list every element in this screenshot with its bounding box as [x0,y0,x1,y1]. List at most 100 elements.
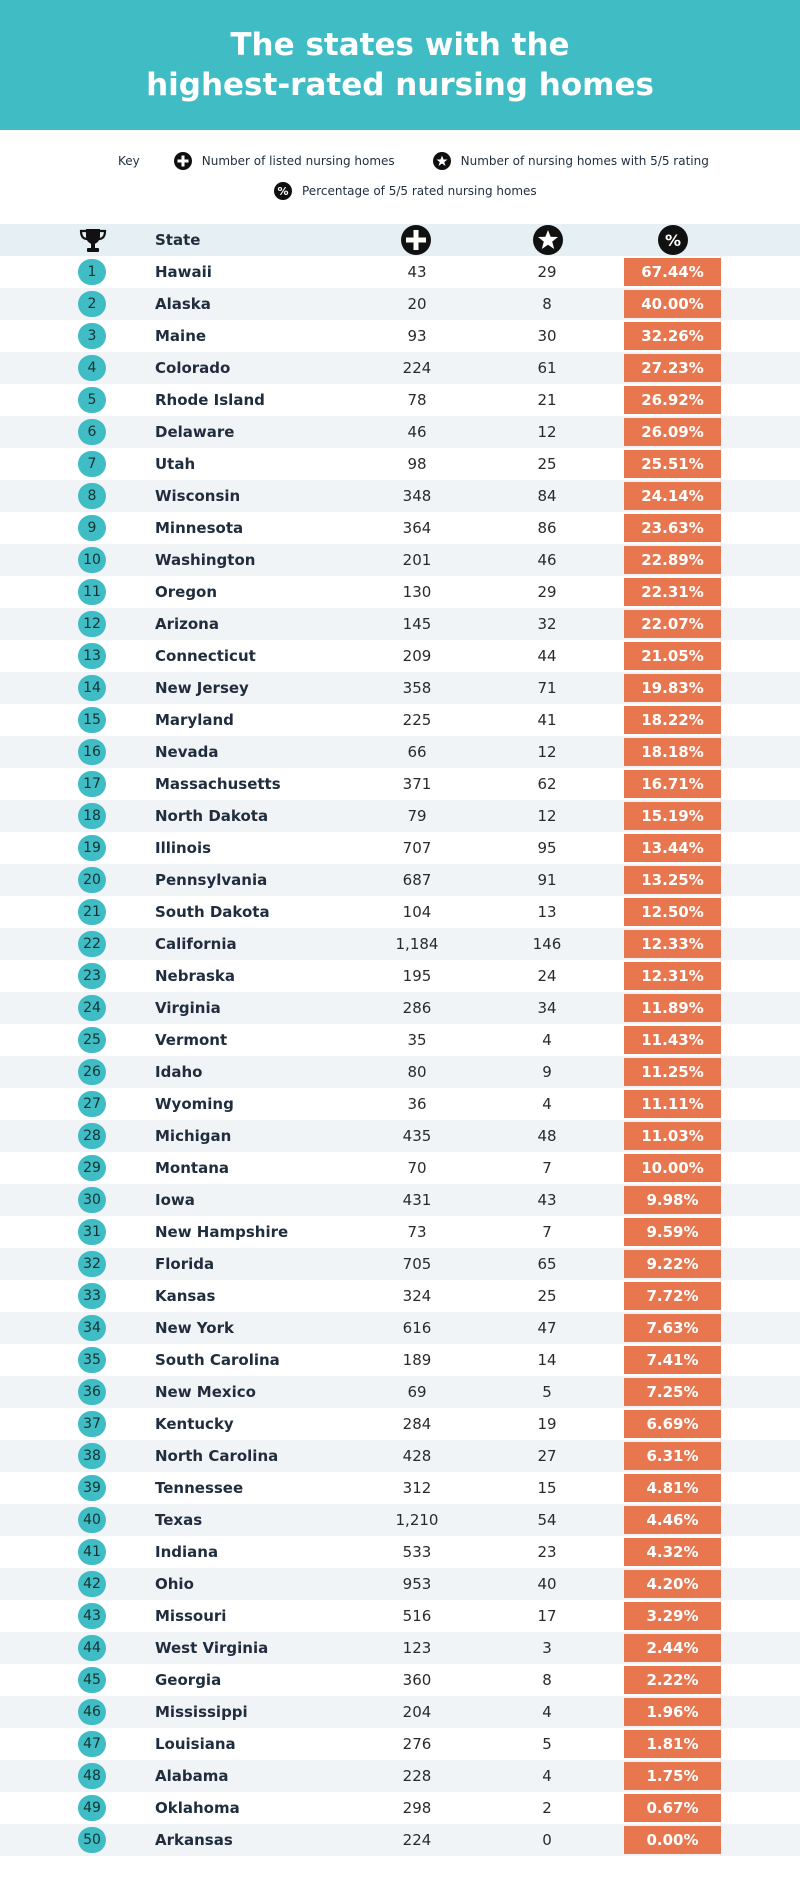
rank-badge: 10 [78,547,106,573]
state-name: Louisiana [155,1735,236,1753]
state-name: New Hampshire [155,1223,289,1241]
percentage-value: 7.72% [624,1282,721,1310]
rank-badge: 7 [78,451,106,477]
five-star-count: 25 [537,455,557,473]
rank-badge: 12 [78,611,106,637]
five-star-count: 23 [537,1543,557,1561]
table-row: 19 Illinois 707 95 13.44% [0,832,800,864]
listed-count: 431 [402,1191,432,1209]
listed-count: 358 [402,679,432,697]
table-row: 9 Minnesota 364 86 23.63% [0,512,800,544]
percentage-value: 1.81% [624,1730,721,1758]
rank-badge: 2 [78,291,106,317]
percentage-value: 0.67% [624,1794,721,1822]
percentage-value: 4.20% [624,1570,721,1598]
table-row: 30 Iowa 431 43 9.98% [0,1184,800,1216]
state-name: Arizona [155,615,219,633]
percentage-value: 40.00% [624,290,721,318]
rank-badge: 49 [78,1795,106,1821]
five-star-count: 5 [542,1383,552,1401]
table-row: 5 Rhode Island 78 21 26.92% [0,384,800,416]
key-percentage-label: Percentage of 5/5 rated nursing homes [302,184,537,198]
rank-badge: 16 [78,739,106,765]
table-row: 26 Idaho 80 9 11.25% [0,1056,800,1088]
rank-badge: 43 [78,1603,106,1629]
table-row: 25 Vermont 35 4 11.43% [0,1024,800,1056]
five-star-count: 17 [537,1607,557,1625]
rank-badge: 21 [78,899,106,925]
table-row: 16 Nevada 66 12 18.18% [0,736,800,768]
state-name: Oklahoma [155,1799,240,1817]
percentage-value: 13.44% [624,834,721,862]
state-name: Kentucky [155,1415,234,1433]
table-row: 39 Tennessee 312 15 4.81% [0,1472,800,1504]
percent-circle-icon: % [274,182,292,200]
state-name: Rhode Island [155,391,265,409]
five-star-count: 54 [537,1511,557,1529]
title-banner: The states with the highest-rated nursin… [0,0,800,130]
percentage-value: 13.25% [624,866,721,894]
five-star-count: 48 [537,1127,557,1145]
rank-badge: 18 [78,803,106,829]
table-row: 14 New Jersey 358 71 19.83% [0,672,800,704]
listed-count: 516 [402,1607,432,1625]
percentage-value: 2.22% [624,1666,721,1694]
percentage-value: 22.31% [624,578,721,606]
state-name: Illinois [155,839,212,857]
five-star-count: 14 [537,1351,557,1369]
state-name: South Carolina [155,1351,280,1369]
listed-count: 1,210 [395,1511,439,1529]
percentage-value: 32.26% [624,322,721,350]
star-circle-icon [532,224,564,256]
five-star-count: 21 [537,391,557,409]
five-star-count: 3 [542,1639,552,1657]
five-star-count: 8 [542,295,552,313]
listed-count: 286 [402,999,432,1017]
percentage-value: 22.89% [624,546,721,574]
table-row: 37 Kentucky 284 19 6.69% [0,1408,800,1440]
rank-badge: 41 [78,1539,106,1565]
rank-badge: 6 [78,419,106,445]
table-row: 50 Arkansas 224 0 0.00% [0,1824,800,1856]
percentage-value: 9.98% [624,1186,721,1214]
state-name: New York [155,1319,234,1337]
table-body: 1 Hawaii 43 29 67.44% 2 Alaska 20 8 40.00% 3 Maine 9… [0,256,800,1856]
rank-badge: 14 [78,675,106,701]
percentage-value: 7.41% [624,1346,721,1374]
state-name: Pennsylvania [155,871,268,889]
table-row: 47 Louisiana 276 5 1.81% [0,1728,800,1760]
percentage-value: 11.25% [624,1058,721,1086]
percentage-value: 3.29% [624,1602,721,1630]
rank-badge: 22 [78,931,106,957]
percentage-value: 1.75% [624,1762,721,1790]
five-star-count: 40 [537,1575,557,1593]
state-name: South Dakota [155,903,270,921]
listed-count: 364 [402,519,432,537]
table-row: 40 Texas 1,210 54 4.46% [0,1504,800,1536]
listed-count: 428 [402,1447,432,1465]
five-star-count: 29 [537,263,557,281]
plus-circle-icon [400,224,432,256]
state-name: Maryland [155,711,234,729]
table-row: 2 Alaska 20 8 40.00% [0,288,800,320]
table-row: 4 Colorado 224 61 27.23% [0,352,800,384]
five-star-count: 62 [537,775,557,793]
rank-badge: 25 [78,1027,106,1053]
listed-count: 371 [402,775,432,793]
title-line-1: The states with the [230,27,570,63]
state-name: Oregon [155,583,218,601]
rank-badge: 24 [78,995,106,1021]
listed-count: 616 [402,1319,432,1337]
rank-badge: 37 [78,1411,106,1437]
five-star-count: 12 [537,807,557,825]
rank-badge: 5 [78,387,106,413]
table-row: 15 Maryland 225 41 18.22% [0,704,800,736]
listed-count: 225 [402,711,432,729]
listed-count: 69 [407,1383,427,1401]
percentage-value: 15.19% [624,802,721,830]
table-row: 43 Missouri 516 17 3.29% [0,1600,800,1632]
rank-badge: 32 [78,1251,106,1277]
rank-badge: 8 [78,483,106,509]
five-star-count: 86 [537,519,557,537]
table-row: 17 Massachusetts 371 62 16.71% [0,768,800,800]
